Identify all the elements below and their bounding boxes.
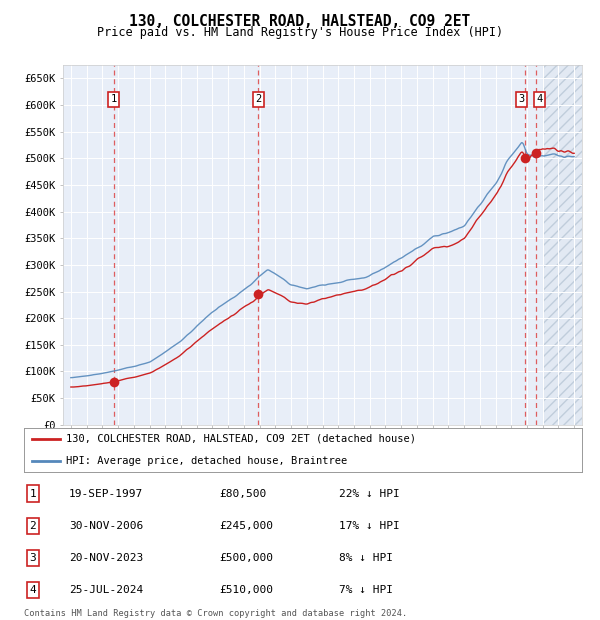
Text: 4: 4 [536, 94, 543, 104]
Text: 8% ↓ HPI: 8% ↓ HPI [339, 553, 393, 563]
Text: 3: 3 [518, 94, 524, 104]
Text: 25-JUL-2024: 25-JUL-2024 [69, 585, 143, 595]
Text: 4: 4 [29, 585, 37, 595]
Text: £245,000: £245,000 [219, 521, 273, 531]
Text: 2: 2 [255, 94, 262, 104]
Text: 17% ↓ HPI: 17% ↓ HPI [339, 521, 400, 531]
Text: 22% ↓ HPI: 22% ↓ HPI [339, 489, 400, 498]
Text: 20-NOV-2023: 20-NOV-2023 [69, 553, 143, 563]
Text: 30-NOV-2006: 30-NOV-2006 [69, 521, 143, 531]
Text: 130, COLCHESTER ROAD, HALSTEAD, CO9 2ET: 130, COLCHESTER ROAD, HALSTEAD, CO9 2ET [130, 14, 470, 29]
Text: 3: 3 [29, 553, 37, 563]
Text: 1: 1 [110, 94, 117, 104]
Text: Contains HM Land Registry data © Crown copyright and database right 2024.
This d: Contains HM Land Registry data © Crown c… [24, 609, 407, 620]
Text: HPI: Average price, detached house, Braintree: HPI: Average price, detached house, Brai… [66, 456, 347, 466]
Bar [542, 65, 582, 425]
Bar [542, 65, 582, 425]
Text: Price paid vs. HM Land Registry's House Price Index (HPI): Price paid vs. HM Land Registry's House … [97, 26, 503, 39]
Text: £80,500: £80,500 [219, 489, 266, 498]
Text: £500,000: £500,000 [219, 553, 273, 563]
Text: 7% ↓ HPI: 7% ↓ HPI [339, 585, 393, 595]
Text: 19-SEP-1997: 19-SEP-1997 [69, 489, 143, 498]
Text: 1: 1 [29, 489, 37, 498]
Text: 130, COLCHESTER ROAD, HALSTEAD, CO9 2ET (detached house): 130, COLCHESTER ROAD, HALSTEAD, CO9 2ET … [66, 434, 416, 444]
Text: £510,000: £510,000 [219, 585, 273, 595]
Text: 2: 2 [29, 521, 37, 531]
